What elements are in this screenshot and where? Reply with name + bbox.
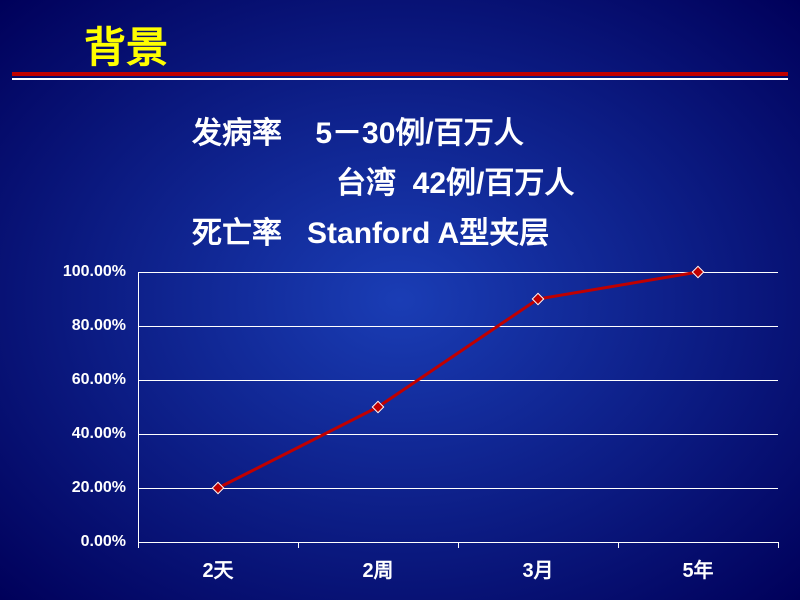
divider-white <box>12 78 788 80</box>
y-tick-label: 40.00% <box>30 425 126 443</box>
x-tick <box>138 542 139 548</box>
y-tick-label: 20.00% <box>30 479 126 497</box>
x-tick <box>298 542 299 548</box>
y-tick-label: 100.00% <box>30 263 126 281</box>
y-tick-label: 80.00% <box>30 317 126 335</box>
content-line-3: 死亡率 Stanford A型夹层 <box>192 208 549 252</box>
gridline <box>138 272 778 273</box>
y-tick-label: 0.00% <box>30 533 126 551</box>
y-tick-label: 60.00% <box>30 371 126 389</box>
data-marker <box>212 482 225 495</box>
mortality-chart: 0.00% 20.00% 40.00% 60.00% 80.00% 100.00% 2天2周… <box>30 266 784 586</box>
gridline <box>138 488 778 489</box>
content-line-1: 发病率 5－30例/百万人 <box>192 108 524 152</box>
x-tick-label: 3月 <box>458 554 618 583</box>
x-tick <box>618 542 619 548</box>
gridline <box>138 380 778 381</box>
content-line-2: 台湾 42例/百万人 <box>336 158 574 202</box>
x-tick-label: 2天 <box>138 554 298 583</box>
data-marker <box>532 293 545 306</box>
data-marker <box>692 266 705 279</box>
x-tick-label: 2周 <box>298 554 458 583</box>
gridline <box>138 434 778 435</box>
slide-title: 背景 <box>84 14 168 75</box>
slide: 背景 发病率 5－30例/百万人 台湾 42例/百万人 死亡率 Stanford… <box>0 0 800 600</box>
series-line <box>30 266 784 586</box>
x-tick-label: 5年 <box>618 554 778 583</box>
divider-red <box>12 72 788 76</box>
data-marker <box>372 401 385 414</box>
x-tick <box>778 542 779 548</box>
y-axis <box>138 272 139 542</box>
x-tick <box>458 542 459 548</box>
gridline <box>138 326 778 327</box>
